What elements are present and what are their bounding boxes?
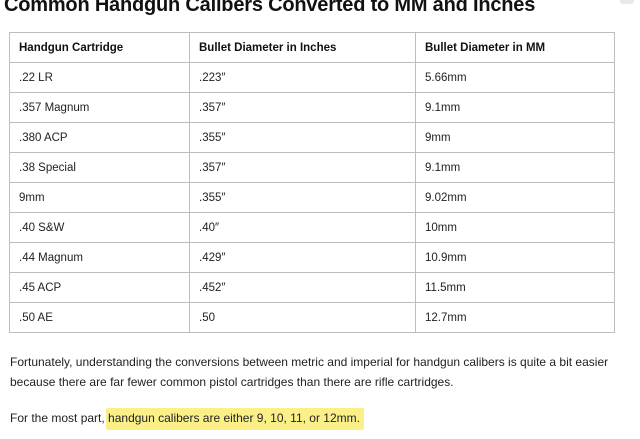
cell-inches: .355″ (189, 122, 416, 153)
intro-paragraph: Fortunately, understanding the conversio… (10, 352, 630, 392)
table-row: .357 Magnum .357″ 9.1mm (9, 92, 615, 123)
table-header-row: Handgun Cartridge Bullet Diameter in Inc… (9, 32, 615, 63)
cell-cartridge: .45 ACP (9, 272, 190, 303)
cell-inches: .40″ (189, 212, 416, 243)
table-row: .44 Magnum .429″ 10.9mm (9, 242, 615, 273)
corner-shape (620, 0, 634, 4)
cell-inches: .357″ (189, 92, 416, 123)
table-row: .40 S&W .40″ 10mm (9, 212, 615, 243)
header-cartridge: Handgun Cartridge (9, 32, 190, 63)
cell-cartridge: .50 AE (9, 302, 190, 333)
cell-cartridge: .380 ACP (9, 122, 190, 153)
table-row: .380 ACP .355″ 9mm (9, 122, 615, 153)
summary-prefix: For the most part, (10, 411, 109, 425)
table-row: .38 Special .357″ 9.1mm (9, 152, 615, 183)
cell-mm: 10.9mm (415, 242, 615, 273)
cell-mm: 10mm (415, 212, 615, 243)
cell-cartridge: .40 S&W (9, 212, 190, 243)
cell-inches: .452″ (189, 272, 416, 303)
cell-cartridge: .22 LR (9, 62, 190, 93)
header-mm: Bullet Diameter in MM (415, 32, 615, 63)
cell-cartridge: 9mm (9, 182, 190, 213)
cell-mm: 12.7mm (415, 302, 615, 333)
cell-inches: .357″ (189, 152, 416, 183)
summary-paragraph: For the most part, handgun calibers are … (10, 408, 630, 430)
paragraph-line-2: because there are far fewer common pisto… (10, 375, 454, 389)
cell-mm: 9.1mm (415, 92, 615, 123)
cell-mm: 9.1mm (415, 152, 615, 183)
calibers-table: Handgun Cartridge Bullet Diameter in Inc… (9, 32, 615, 333)
cell-cartridge: .44 Magnum (9, 242, 190, 273)
cell-inches: .355″ (189, 182, 416, 213)
cell-mm: 9mm (415, 122, 615, 153)
highlighted-text: handgun calibers are either 9, 10, 11, o… (106, 408, 364, 430)
cell-inches: .50 (189, 302, 416, 333)
cell-cartridge: .38 Special (9, 152, 190, 183)
page-title: Common Handgun Calibers Converted to MM … (4, 0, 536, 16)
table-row: 9mm .355″ 9.02mm (9, 182, 615, 213)
cell-mm: 9.02mm (415, 182, 615, 213)
cell-inches: .429″ (189, 242, 416, 273)
table-row: .45 ACP .452″ 11.5mm (9, 272, 615, 303)
cell-cartridge: .357 Magnum (9, 92, 190, 123)
cell-mm: 5.66mm (415, 62, 615, 93)
cell-mm: 11.5mm (415, 272, 615, 303)
table-row: .22 LR .223″ 5.66mm (9, 62, 615, 93)
paragraph-line-1: Fortunately, understanding the conversio… (10, 355, 609, 369)
table-row: .50 AE .50 12.7mm (9, 302, 615, 333)
cell-inches: .223″ (189, 62, 416, 93)
header-inches: Bullet Diameter in Inches (189, 32, 416, 63)
